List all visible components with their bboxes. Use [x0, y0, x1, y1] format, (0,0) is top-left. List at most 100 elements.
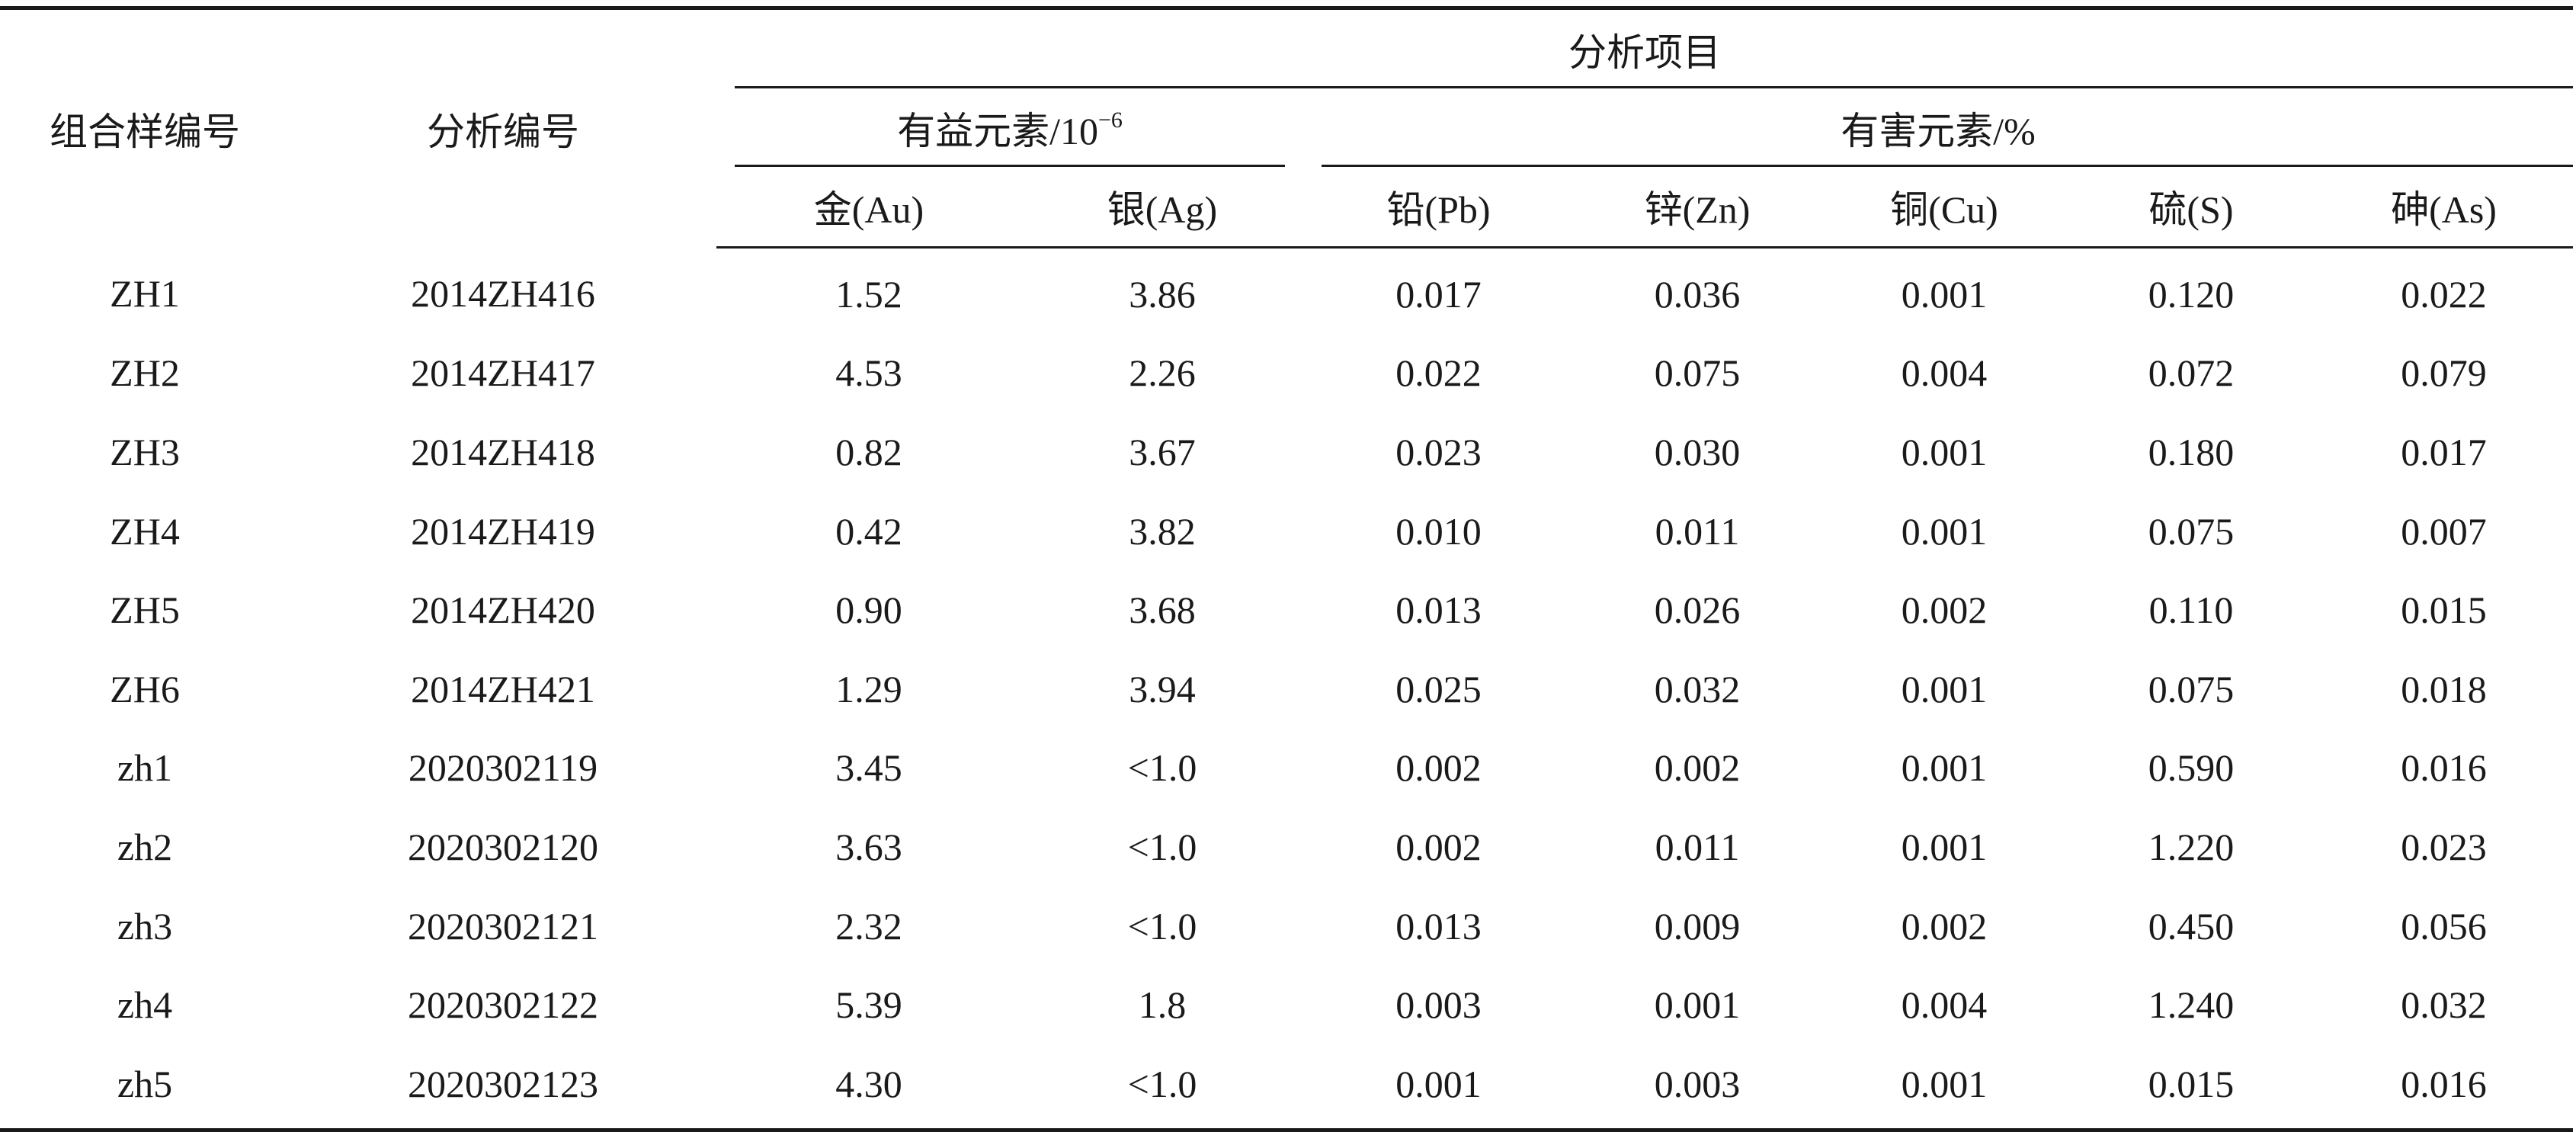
cell-pb: 0.002 [1395, 746, 1482, 790]
cell-au: 4.30 [835, 1062, 902, 1105]
cell-combo-id: zh3 [117, 904, 173, 948]
cell-as: 0.079 [2401, 351, 2487, 395]
cell-s: 0.072 [2148, 351, 2235, 395]
cell-zn: 0.001 [1654, 983, 1741, 1027]
table-row: ZH1 2014ZH416 1.52 3.86 0.017 0.036 0.001 0.120… [0, 248, 2573, 334]
cell-combo-id: ZH1 [110, 272, 180, 316]
cell-combo-id: zh1 [117, 746, 173, 790]
analysis-results-table: 组合样编号 分析编号 分析项目 有益元素/10−6 有害元素/% 金(Au) 银… [0, 6, 2574, 1132]
cell-ag: 3.94 [1129, 667, 1196, 710]
cell-au: 0.82 [835, 430, 902, 473]
cell-s: 0.015 [2148, 1062, 2235, 1105]
table-row: zh1 2020302119 3.45 <1.0 0.002 0.002 0.001 0.59… [0, 729, 2573, 808]
cell-cu: 0.002 [1901, 588, 1988, 632]
table-row: ZH2 2014ZH417 4.53 2.26 0.022 0.075 0.004 0.072… [0, 334, 2573, 413]
cell-s: 0.110 [2148, 588, 2234, 632]
cell-ag: <1.0 [1127, 746, 1197, 790]
cell-as: 0.016 [2401, 1062, 2487, 1105]
cell-s: 0.120 [2148, 272, 2235, 316]
cell-cu: 0.001 [1901, 272, 1988, 316]
table-row: zh2 2020302120 3.63 <1.0 0.002 0.011 0.001 1.22… [0, 807, 2573, 887]
cell-s: 1.220 [2148, 825, 2235, 868]
cell-cu: 0.002 [1901, 904, 1988, 948]
cell-au: 0.42 [835, 509, 902, 553]
cell-combo-id: zh4 [117, 983, 173, 1027]
cell-as: 0.015 [2401, 588, 2487, 632]
cell-au: 0.90 [835, 588, 902, 632]
cell-au: 5.39 [835, 983, 902, 1027]
cell-analysis-id: 2014ZH418 [411, 430, 595, 473]
table-row: zh4 2020302122 5.39 1.8 0.003 0.001 0.004 1.240… [0, 965, 2573, 1044]
header-analysis-items: 分析项目 [716, 8, 2574, 89]
cell-combo-id: ZH3 [110, 430, 180, 473]
cell-ag: <1.0 [1127, 825, 1197, 868]
header-s: 硫(S) [2068, 167, 2315, 249]
cell-au: 2.32 [835, 904, 902, 948]
cell-zn: 0.003 [1654, 1062, 1741, 1105]
cell-combo-id: ZH2 [110, 351, 180, 395]
cell-zn: 0.011 [1655, 509, 1740, 553]
cell-as: 0.032 [2401, 983, 2487, 1027]
header-beneficial-label: 有益元素/10 [897, 109, 1098, 152]
header-analysis-id: 分析编号 [427, 110, 579, 153]
cell-as: 0.007 [2401, 509, 2487, 553]
table-row: zh3 2020302121 2.32 <1.0 0.013 0.009 0.002 0.45… [0, 887, 2573, 966]
cell-s: 0.075 [2148, 509, 2235, 553]
header-beneficial-exponent: −6 [1097, 107, 1123, 133]
table-row: ZH5 2014ZH420 0.90 3.68 0.013 0.026 0.002 0.110… [0, 570, 2573, 649]
header-zn: 锌(Zn) [1574, 167, 1821, 249]
header-cu: 铜(Cu) [1821, 167, 2068, 249]
cell-as: 0.016 [2401, 746, 2487, 790]
cell-cu: 0.001 [1901, 825, 1988, 868]
cell-au: 3.63 [835, 825, 902, 868]
cell-combo-id: ZH5 [110, 588, 180, 632]
header-row-1: 组合样编号 分析编号 分析项目 [0, 8, 2574, 153]
cell-pb: 0.002 [1395, 825, 1482, 868]
cell-analysis-id: 2020302123 [408, 1062, 598, 1105]
cell-ag: <1.0 [1127, 1062, 1197, 1105]
cell-zn: 0.036 [1654, 272, 1741, 316]
cell-ag: 1.8 [1138, 983, 1187, 1027]
cell-cu: 0.004 [1901, 351, 1988, 395]
cell-combo-id: ZH6 [110, 667, 180, 710]
cell-analysis-id: 2014ZH416 [411, 272, 595, 316]
cell-analysis-id: 2020302122 [408, 983, 598, 1027]
cell-analysis-id: 2020302119 [408, 746, 598, 790]
cell-combo-id: zh2 [117, 825, 173, 868]
cell-ag: 3.82 [1129, 509, 1196, 553]
cell-zn: 0.002 [1654, 746, 1741, 790]
cell-as: 0.017 [2401, 430, 2487, 473]
header-harmful-elements: 有害元素/% [1303, 88, 2574, 167]
cell-cu: 0.001 [1901, 667, 1988, 710]
cell-as: 0.023 [2401, 825, 2487, 868]
cell-pb: 0.023 [1395, 430, 1482, 473]
cell-ag: 3.67 [1129, 430, 1196, 473]
cell-zn: 0.030 [1654, 430, 1741, 473]
cell-pb: 0.001 [1395, 1062, 1482, 1105]
cell-analysis-id: 2014ZH421 [411, 667, 595, 710]
cell-combo-id: zh5 [117, 1062, 173, 1105]
cell-pb: 0.003 [1395, 983, 1482, 1027]
cell-analysis-id: 2020302120 [408, 825, 598, 868]
table-body: ZH1 2014ZH416 1.52 3.86 0.017 0.036 0.001 0.120… [0, 248, 2573, 1130]
table-row: ZH4 2014ZH419 0.42 3.82 0.010 0.011 0.001 0.075… [0, 492, 2573, 571]
table-row: ZH6 2014ZH421 1.29 3.94 0.025 0.032 0.001 0.075… [0, 649, 2573, 729]
cell-as: 0.022 [2401, 272, 2487, 316]
cell-zn: 0.075 [1654, 351, 1741, 395]
cell-ag: 2.26 [1129, 351, 1196, 395]
cell-as: 0.056 [2401, 904, 2487, 948]
header-row-3: 金(Au) 银(Ag) 铅(Pb) 锌(Zn) 铜(Cu) 硫(S) 砷(As) [0, 167, 2574, 249]
cell-pb: 0.010 [1395, 509, 1482, 553]
cell-zn: 0.011 [1655, 825, 1740, 868]
cell-cu: 0.001 [1901, 430, 1988, 473]
header-beneficial-elements: 有益元素/10−6 [716, 88, 1303, 167]
cell-au: 1.52 [835, 272, 902, 316]
cell-pb: 0.017 [1395, 272, 1482, 316]
cell-cu: 0.001 [1901, 1062, 1988, 1105]
cell-s: 0.450 [2148, 904, 2235, 948]
cell-au: 1.29 [835, 667, 902, 710]
cell-pb: 0.025 [1395, 667, 1482, 710]
cell-cu: 0.004 [1901, 983, 1988, 1027]
cell-ag: 3.68 [1129, 588, 1196, 632]
